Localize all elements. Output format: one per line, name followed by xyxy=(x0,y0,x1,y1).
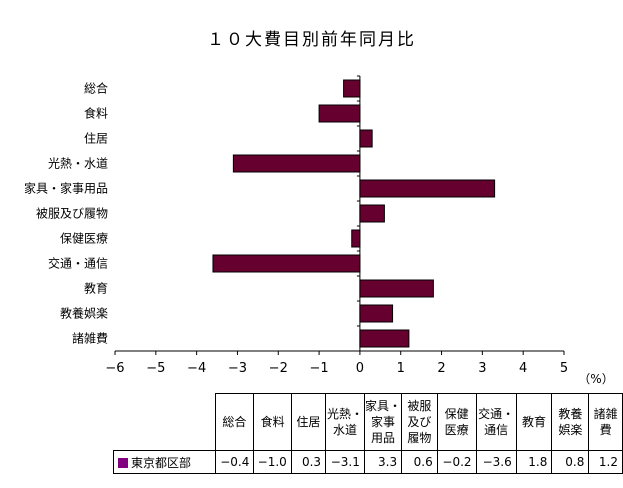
x-tick-label: −3 xyxy=(228,361,247,376)
category-label: 交通・通信 xyxy=(48,256,108,271)
column-header-text: 被服 xyxy=(407,399,432,413)
bar xyxy=(359,329,410,348)
column-header: 被服 及び 履物 xyxy=(401,393,438,451)
bar xyxy=(359,204,385,223)
column-header-text: 費 xyxy=(599,423,612,437)
column-header-text: 教養 xyxy=(558,407,583,421)
series-label: 東京都区部 xyxy=(131,455,192,470)
column-header-text: 水道 xyxy=(332,423,357,437)
value-cell: 1.2 xyxy=(588,450,623,474)
x-tick-label: 5 xyxy=(560,361,568,376)
x-tick-label: −4 xyxy=(187,361,206,376)
category-label: 教養娯楽 xyxy=(60,306,108,321)
bar xyxy=(232,154,361,173)
table-corner xyxy=(113,393,216,451)
series-label-cell: 東京都区部 xyxy=(113,450,216,474)
x-tick-label: 4 xyxy=(519,361,527,376)
category-label: 住居 xyxy=(84,132,108,146)
category-label: 家具・家事用品 xyxy=(24,181,108,196)
x-tick-label: 3 xyxy=(478,361,486,376)
value-cell: −3.6 xyxy=(475,450,517,474)
x-tick-label: −2 xyxy=(269,361,288,376)
category-label: 食料 xyxy=(84,106,108,121)
column-header-text: 家事 xyxy=(370,415,395,429)
data-table: 総合 食料 住居 光熱・ 水道 家具・ 家事 用品 被服 及び 履物 保健 医療 交通・ 通信 教育 教養 娯楽諸… xyxy=(113,393,623,474)
value-cell: 3.3 xyxy=(363,450,403,474)
x-tick-label: 1 xyxy=(397,361,405,376)
x-tick-label: 2 xyxy=(437,361,445,376)
table-header-row: 総合 食料 住居 光熱・ 水道 家具・ 家事 用品 被服 及び 履物 保健 医療 交通・ 通信 教育 教養 娯楽諸… xyxy=(113,393,623,451)
column-header-text: 通信 xyxy=(484,423,509,437)
column-header: 食料 xyxy=(253,393,292,451)
column-header-text: 履物 xyxy=(407,431,432,445)
column-header: 教養 娯楽 xyxy=(551,393,590,451)
x-tick-label: 0 xyxy=(356,361,364,376)
bar xyxy=(359,279,434,298)
column-header-text: 住居 xyxy=(296,415,321,429)
column-header: 諸雑費 xyxy=(588,393,623,451)
bar xyxy=(359,129,373,148)
column-header-text: 食料 xyxy=(260,415,285,429)
chart-title: １０大費目別前年同月比 xyxy=(207,30,416,50)
column-header-text: 用品 xyxy=(370,431,395,445)
bar xyxy=(359,179,496,198)
category-label: 教育 xyxy=(84,281,108,296)
value-cell: 1.8 xyxy=(515,450,553,474)
column-header-text: 家具・ xyxy=(364,399,401,413)
column-header: 保健 医療 xyxy=(436,393,477,451)
column-header: 住居 xyxy=(290,393,327,451)
bar-chart: 総合食料住居光熱・水道家具・家事用品被服及び履物保健医療交通・通信教育教養娯楽諸… xyxy=(24,75,614,386)
value-cell: 0.3 xyxy=(290,450,327,474)
value-cell: −0.4 xyxy=(214,450,255,474)
category-label: 諸雑費 xyxy=(72,331,108,346)
bar xyxy=(212,254,361,273)
column-header-text: 教育 xyxy=(522,415,547,429)
bar xyxy=(351,229,361,248)
column-header-text: 娯楽 xyxy=(558,423,583,437)
column-header: 総合 xyxy=(214,393,255,451)
category-label: 保健医療 xyxy=(60,232,108,246)
value-cell: −0.2 xyxy=(436,450,477,474)
value-cell: −3.1 xyxy=(325,450,365,474)
bar xyxy=(359,304,394,323)
category-label: 被服及び履物 xyxy=(36,207,108,221)
column-header-text: 光熱・ xyxy=(326,407,363,421)
column-header-text: 諸雑 xyxy=(593,407,618,421)
bar xyxy=(318,104,361,123)
x-tick-label: −5 xyxy=(146,361,165,376)
table-row: 東京都区部 −0.4 −1.0 0.3 −3.1 3.3 0.6 −0.2 −3.6 1.8 0.… xyxy=(113,450,623,474)
value-cell: −1.0 xyxy=(253,450,292,474)
x-tick-label: −1 xyxy=(310,361,329,376)
column-header-text: 及び xyxy=(407,415,432,429)
column-header-text: 総合 xyxy=(222,415,247,429)
value-cell: 0.8 xyxy=(551,450,590,474)
category-label: 光熱・水道 xyxy=(48,157,108,171)
column-header: 光熱・ 水道 xyxy=(325,393,365,451)
unit-label: （%） xyxy=(578,372,613,386)
column-header: 家具・ 家事 用品 xyxy=(363,393,403,451)
x-tick-label: −6 xyxy=(105,361,124,376)
category-label: 総合 xyxy=(84,81,108,96)
column-header: 交通・ 通信 xyxy=(475,393,517,451)
column-header-text: 保健 xyxy=(444,407,469,421)
legend-swatch xyxy=(118,457,128,468)
value-cell: 0.6 xyxy=(401,450,438,474)
column-header-text: 医療 xyxy=(444,423,469,437)
bar xyxy=(343,79,361,98)
column-header: 教育 xyxy=(515,393,553,451)
column-header-text: 交通・ xyxy=(478,407,515,421)
